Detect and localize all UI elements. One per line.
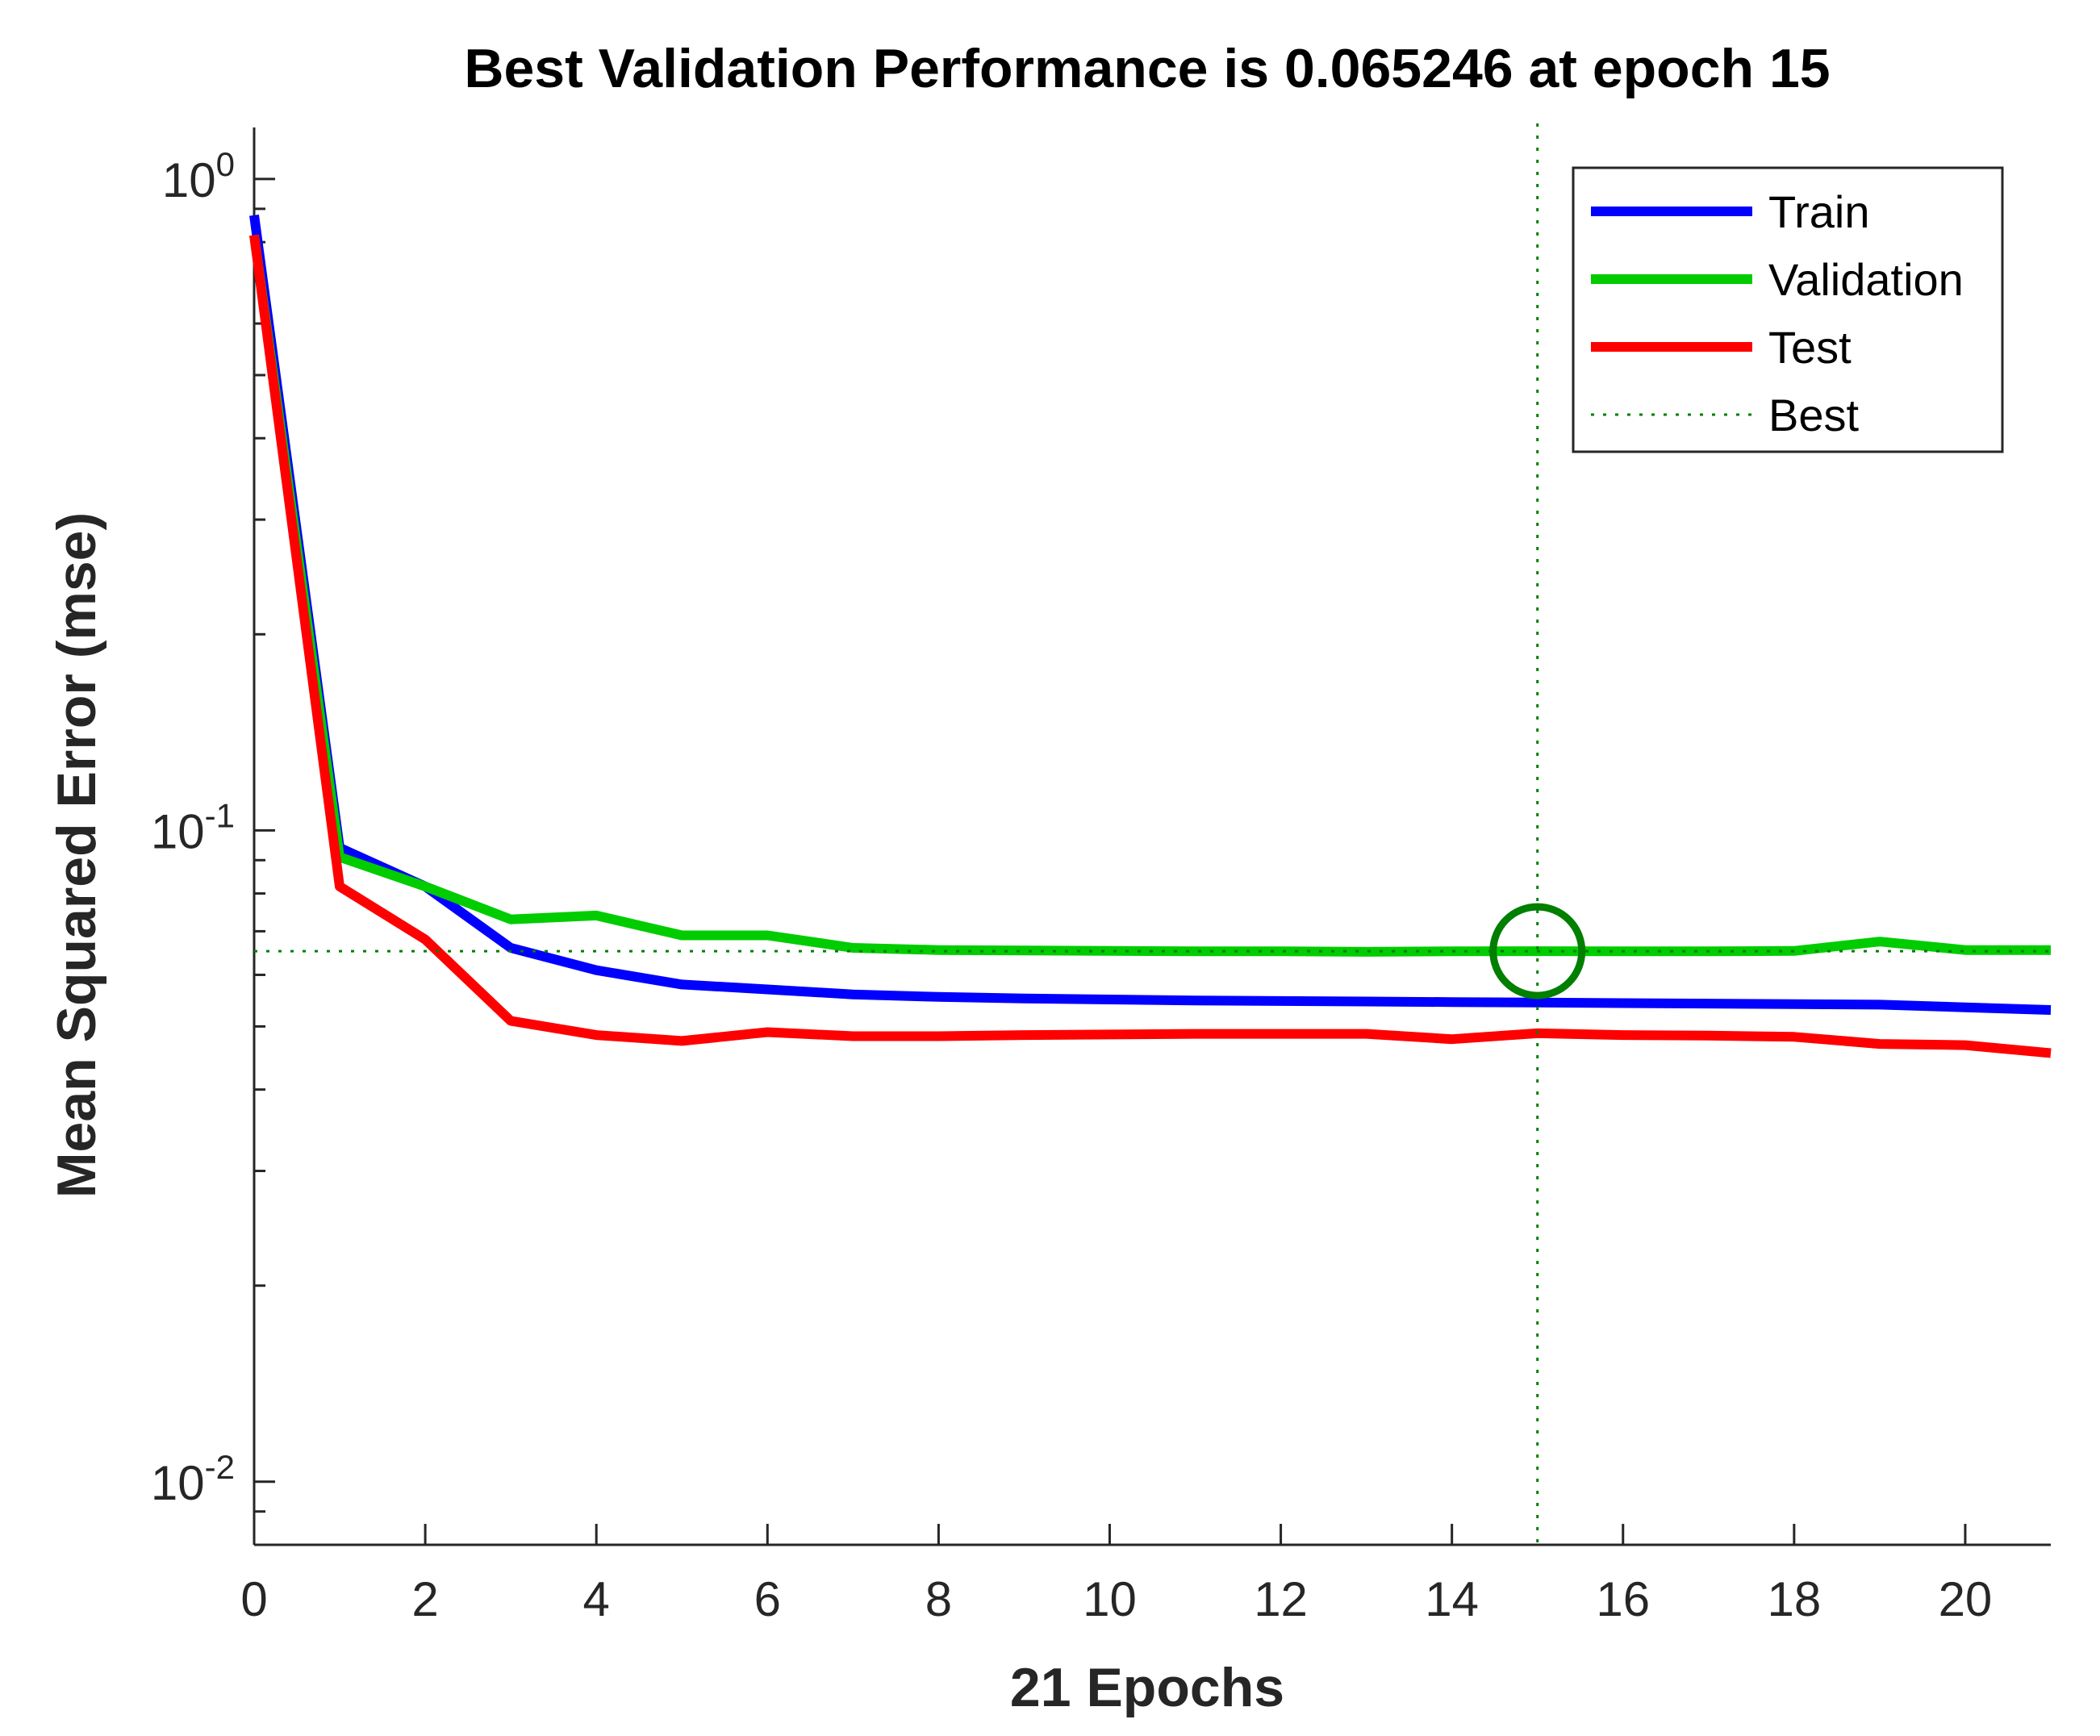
plot-area — [253, 127, 2051, 1546]
x-tick-label: 4 — [583, 1572, 610, 1626]
x-tick-label: 8 — [925, 1572, 952, 1626]
x-tick-label: 14 — [1425, 1572, 1479, 1626]
legend-label-test: Test — [1768, 322, 1852, 373]
legend-label-validation: Validation — [1768, 254, 1964, 305]
x-axis-label: 21 Epochs — [1010, 1657, 1284, 1718]
y-tick-label: 10-1 — [151, 796, 235, 858]
y-tick-label: 10-2 — [151, 1448, 235, 1510]
x-tick-label: 20 — [1939, 1572, 1993, 1626]
x-tick-label: 2 — [411, 1572, 438, 1626]
x-tick-label: 18 — [1767, 1572, 1821, 1626]
x-tick-label: 0 — [240, 1572, 267, 1626]
x-tick-label: 16 — [1596, 1572, 1650, 1626]
x-tick-label: 6 — [754, 1572, 781, 1626]
best-marker-layer — [254, 123, 2051, 1545]
legend: Train Validation Test Best — [1572, 166, 2004, 453]
series-line-test — [249, 234, 2052, 1058]
x-tick-label: 12 — [1254, 1572, 1308, 1626]
best-point-marker — [1489, 903, 1586, 999]
legend-label-best: Best — [1768, 390, 1859, 440]
y-axis-ticks: 100 10-1 10-2 — [151, 145, 275, 1546]
x-tick-label: 10 — [1083, 1572, 1137, 1626]
legend-label-train: Train — [1768, 186, 1870, 237]
y-axis-label: Mean Squared Error (mse) — [46, 512, 107, 1198]
x-axis-ticks: 0 2 4 6 8 10 12 14 16 18 20 — [240, 1524, 1992, 1626]
chart-title: Best Validation Performance is 0.065246 … — [464, 38, 1830, 99]
series-line-train — [249, 214, 2052, 1015]
y-tick-label: 100 — [162, 145, 235, 207]
